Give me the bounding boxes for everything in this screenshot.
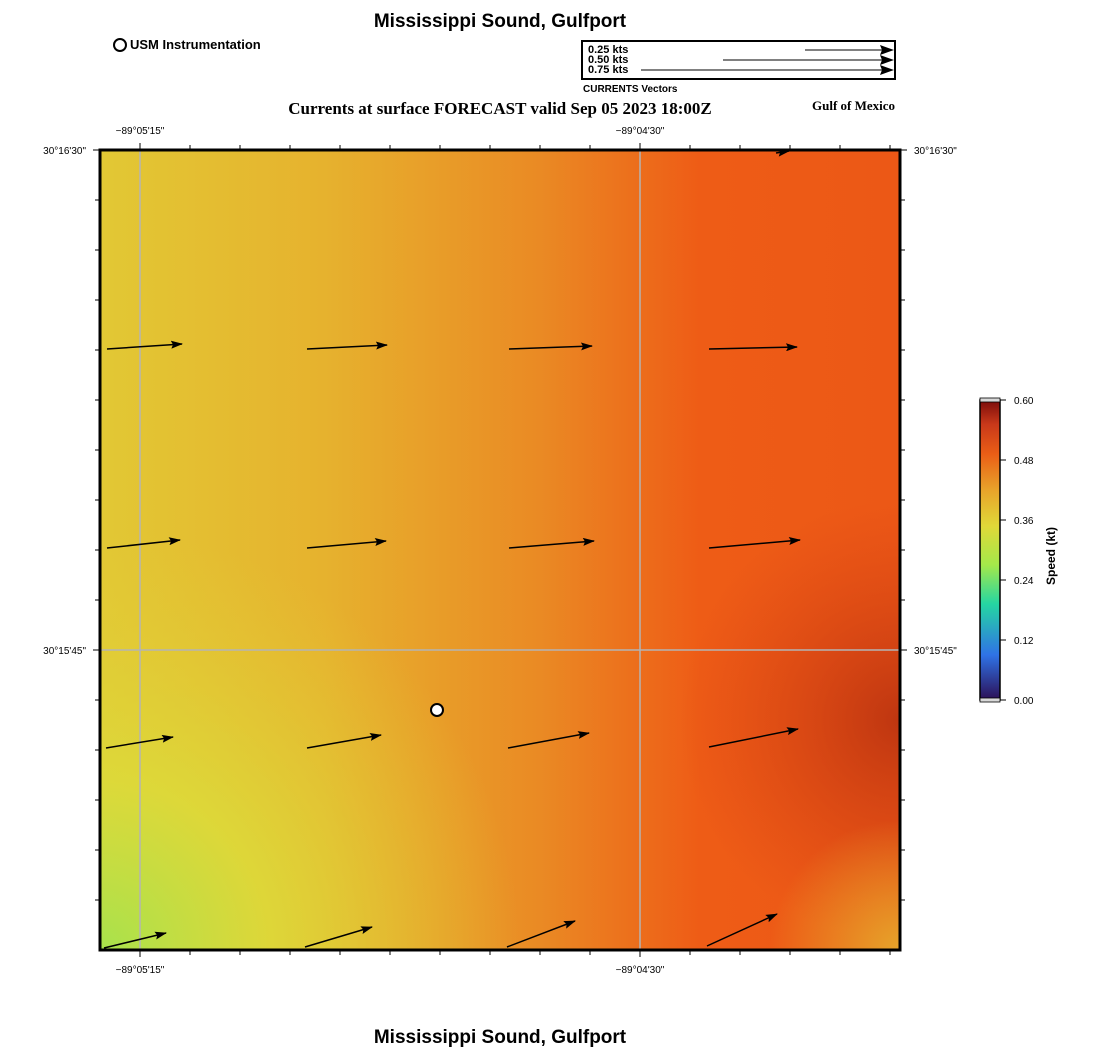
current-vector	[508, 342, 593, 351]
colorbar-tick-label: 0.24	[1014, 576, 1034, 587]
vector-legend-arrows	[641, 45, 894, 75]
x-tick-label-top-0: −89°05'15"	[116, 126, 165, 137]
vector-legend-label-2: 0.75 kts	[588, 64, 629, 76]
colorbar-ramp	[979, 399, 1001, 701]
current-vector	[106, 340, 183, 350]
vector-legend-caption: CURRENTS Vectors	[583, 84, 678, 95]
legend-arrow-icon	[805, 45, 894, 55]
station-legend: USM Instrumentation	[113, 37, 261, 52]
vector-legend-label-0: 0.25 kts	[588, 44, 629, 56]
current-vector	[508, 537, 595, 549]
map-title: Mississippi Sound, Gulfport	[373, 11, 627, 32]
frame-ticks	[93, 143, 907, 957]
vector-legend-label-1: 0.50 kts	[588, 54, 629, 66]
colorbar-tick-label: 0.48	[1014, 456, 1034, 467]
colorbar-tick-label: 0.12	[1014, 636, 1034, 647]
speed-field	[100, 150, 900, 950]
legend-arrow-icon	[723, 55, 894, 65]
forecast-subtitle: Currents at surface FORECAST valid Sep 0…	[288, 99, 712, 118]
footer-title: Mississippi Sound, Gulfport	[373, 1027, 627, 1048]
current-vector	[103, 931, 167, 949]
region-label: Gulf of Mexico	[812, 98, 896, 113]
vector-legend-box: 0.25 kts 0.50 kts 0.75 kts	[581, 40, 896, 80]
axis-labels: −89°05'15" −89°04'30" −89°05'15" −89°04'…	[43, 126, 957, 976]
station-legend-label: USM Instrumentation	[130, 37, 261, 52]
station-marker-icon	[113, 37, 127, 52]
colorbar-label: Speed (kt)	[1044, 526, 1058, 585]
colorbar-tick-label: 0.36	[1014, 516, 1034, 527]
current-vector	[306, 537, 387, 549]
current-vector	[708, 727, 799, 748]
current-vector	[106, 537, 181, 549]
current-vector	[304, 926, 373, 948]
y-tick-label-left-1: 30°15'45"	[43, 646, 86, 657]
colorbar-tick-label: 0.00	[1014, 696, 1034, 707]
x-tick-label-bottom-0: −89°05'15"	[116, 965, 165, 976]
y-tick-label-right-1: 30°15'45"	[914, 646, 957, 657]
current-vector	[506, 920, 576, 948]
current-vector	[105, 734, 174, 749]
current-vectors	[103, 148, 801, 949]
current-vector	[507, 731, 590, 749]
current-vector	[306, 732, 382, 749]
graticule	[100, 150, 900, 950]
colorbar-tick-label: 0.60	[1014, 396, 1034, 407]
current-vector	[706, 913, 778, 947]
x-tick-label-bottom-1: −89°04'30"	[616, 965, 665, 976]
colorbar: 0.60 0.48 0.36 0.24 0.12 0.00	[979, 396, 1034, 707]
legend-arrow-icon	[641, 65, 894, 75]
x-tick-label-top-1: −89°04'30"	[616, 126, 665, 137]
current-vector	[708, 536, 801, 549]
current-vector	[775, 148, 790, 157]
current-vector	[306, 341, 388, 350]
y-tick-label-right-0: 30°16'30"	[914, 146, 957, 157]
y-tick-label-left-0: 30°16'30"	[43, 146, 86, 157]
current-vector	[708, 343, 798, 352]
usm-station-marker-icon[interactable]	[430, 703, 444, 717]
